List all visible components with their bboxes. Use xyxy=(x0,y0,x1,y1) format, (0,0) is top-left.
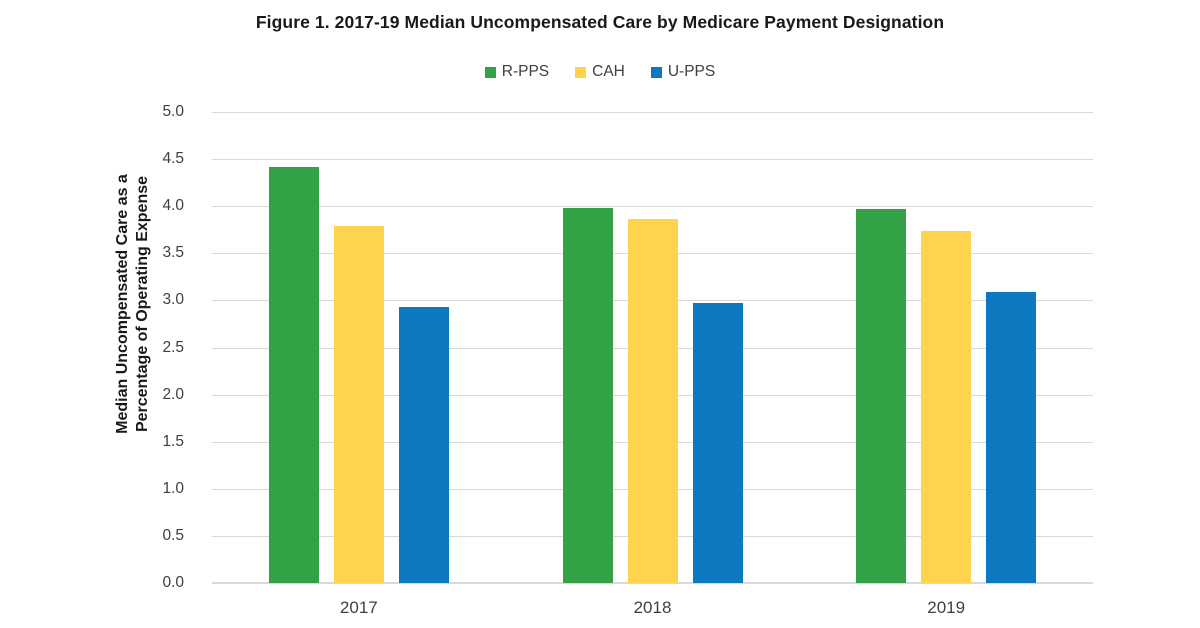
y-tick-label-5.0: 5.0 xyxy=(162,103,184,120)
plot-area xyxy=(212,112,1093,584)
gridline-5.0 xyxy=(212,112,1093,113)
y-tick-label-4.0: 4.0 xyxy=(162,197,184,215)
legend-label: U-PPS xyxy=(667,63,716,80)
x-tick-label-2018: 2018 xyxy=(633,598,672,617)
y-tick-label-2.5: 2.5 xyxy=(162,338,184,356)
x-axis-line xyxy=(212,582,1093,584)
y-tick-label-0.5: 0.5 xyxy=(162,526,184,544)
bar-cah-2018 xyxy=(627,219,678,583)
y-tick-label-4.5: 4.5 xyxy=(162,150,184,168)
legend-item-u-pps: U-PPS xyxy=(650,63,716,81)
bar-u-pps-2017 xyxy=(398,307,449,583)
legend-swatch-cah xyxy=(575,66,587,78)
legend-label: CAH xyxy=(592,63,625,80)
chart-legend: R-PPS CAH U-PPS xyxy=(0,63,1200,81)
bar-cah-2019 xyxy=(921,230,972,583)
y-tick-label-1.5: 1.5 xyxy=(162,432,184,450)
bar-cah-2017 xyxy=(333,226,384,583)
legend-swatch-u-pps xyxy=(650,66,662,78)
y-tick-label-3.5: 3.5 xyxy=(162,244,184,262)
bar-r-pps-2019 xyxy=(856,209,907,583)
y-tick-label-2.0: 2.0 xyxy=(162,385,184,403)
y-tick-label-1.0: 1.0 xyxy=(162,479,184,497)
legend-label: R-PPS xyxy=(501,63,550,80)
y-tick-label-3.0: 3.0 xyxy=(162,291,184,309)
bar-u-pps-2019 xyxy=(986,291,1037,583)
legend-item-r-pps: R-PPS xyxy=(484,63,550,81)
legend-swatch-r-pps xyxy=(484,66,496,78)
chart-title: Figure 1. 2017-19 Median Uncompensated C… xyxy=(255,12,945,32)
y-tick-label-0.0: 0.0 xyxy=(162,574,184,591)
legend-item-cah: CAH xyxy=(575,63,625,81)
x-tick-label-2019: 2019 xyxy=(927,598,966,617)
gridline-4.0 xyxy=(212,206,1093,208)
bar-r-pps-2018 xyxy=(562,208,613,583)
gridline-4.5 xyxy=(212,159,1093,161)
bar-r-pps-2017 xyxy=(268,166,319,583)
x-tick-label-2017: 2017 xyxy=(339,598,378,617)
bar-u-pps-2018 xyxy=(692,303,743,583)
